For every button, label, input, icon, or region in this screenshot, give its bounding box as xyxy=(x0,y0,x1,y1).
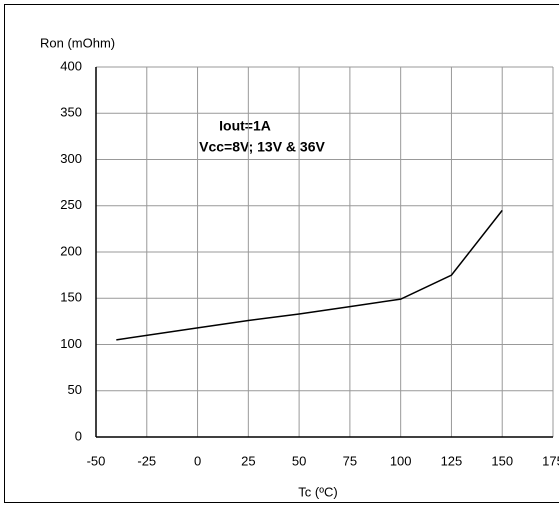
data-line xyxy=(116,209,503,341)
x-tick-label: 150 xyxy=(491,453,513,468)
x-tick-label: -50 xyxy=(87,453,106,468)
x-tick-label: 50 xyxy=(292,453,306,468)
annotation: Iout=1A xyxy=(219,118,271,134)
y-tick-label: 400 xyxy=(60,58,82,73)
y-tick-label: 300 xyxy=(60,151,82,166)
x-axis-label: Tc (ºC) xyxy=(298,484,337,499)
x-tick-label: 0 xyxy=(194,453,201,468)
frame xyxy=(4,4,559,503)
annotation: Vcc=8V; 13V & 36V xyxy=(199,139,325,155)
x-tick-label: 25 xyxy=(241,453,255,468)
y-tick-label: 150 xyxy=(60,290,82,305)
y-tick-label: 250 xyxy=(60,197,82,212)
x-tick-label: 75 xyxy=(343,453,357,468)
y-tick-label: 100 xyxy=(60,336,82,351)
y-tick-label: 200 xyxy=(60,243,82,258)
y-tick-label: 50 xyxy=(68,382,82,397)
y-tick-label: 350 xyxy=(60,105,82,120)
y-axis-label: Ron (mOhm) xyxy=(40,35,115,50)
y-tick-label: 0 xyxy=(75,428,82,443)
x-tick-label: 100 xyxy=(390,453,412,468)
x-tick-label: -25 xyxy=(137,453,156,468)
x-tick-label: 125 xyxy=(441,453,463,468)
x-tick-label: 175 xyxy=(542,453,559,468)
